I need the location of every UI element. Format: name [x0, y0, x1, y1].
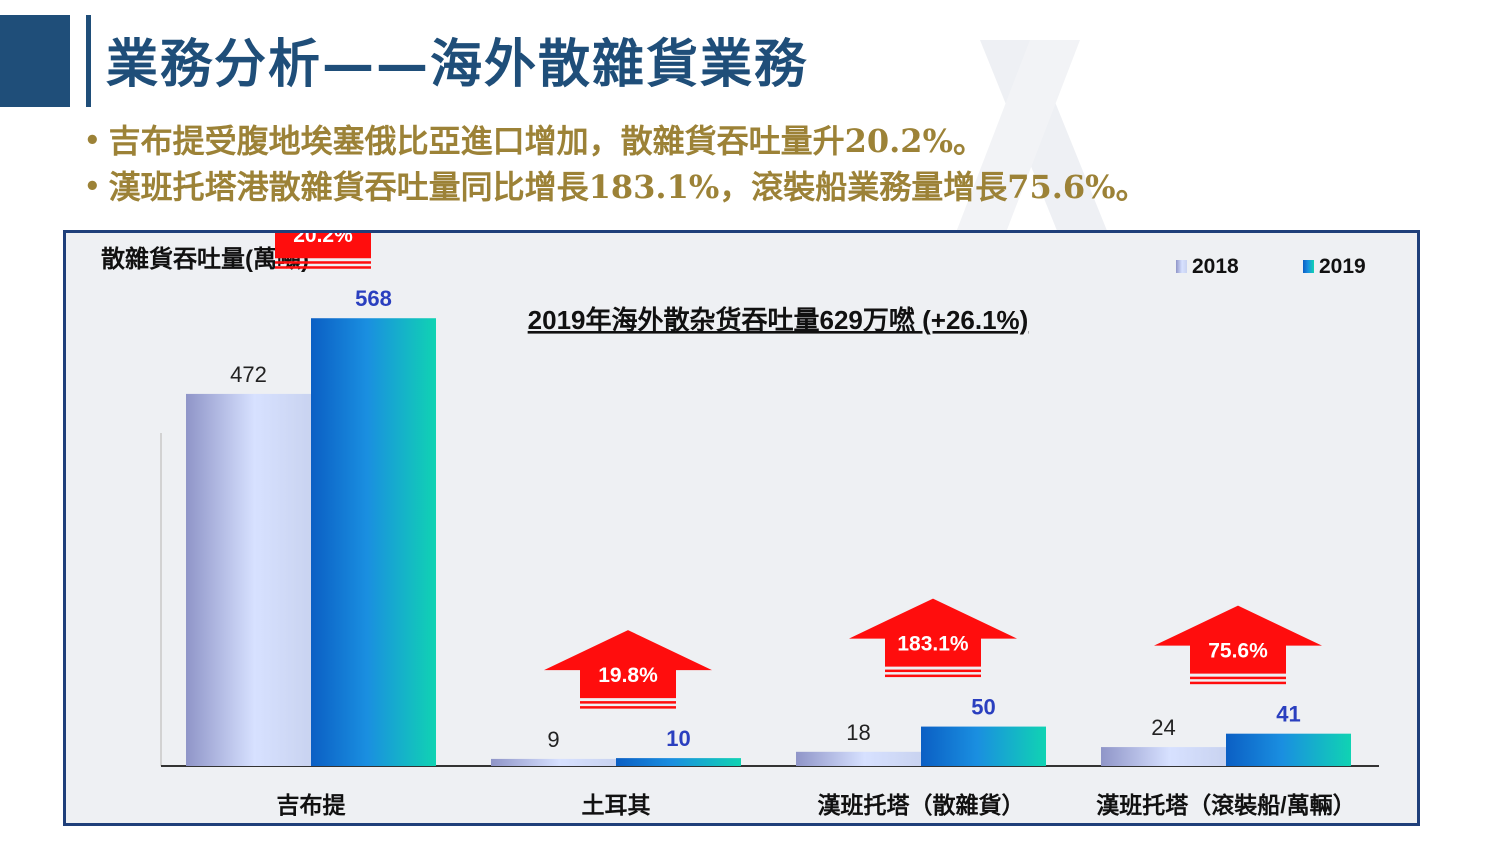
legend-label-2018: 2018	[1192, 255, 1239, 278]
bar-2018	[1101, 747, 1226, 766]
data-label-2019: 41	[1276, 702, 1300, 727]
bar-2018	[796, 751, 921, 766]
legend-swatch-2019	[1303, 260, 1314, 273]
category-label: 漢班托塔（滾裝船/萬輛）	[1096, 792, 1355, 818]
growth-arrow	[1154, 605, 1322, 685]
growth-label: 75.6%	[1208, 640, 1268, 663]
unit-label: 散雜貨吞吐量(萬噸)	[101, 245, 309, 273]
data-label-2018: 472	[230, 362, 267, 387]
growth-arrow	[275, 233, 371, 269]
category-label: 吉布提	[277, 792, 347, 818]
chart-panel: 散雜貨吞吐量(萬噸) 2019年海外散杂货吞吐量629万嘫 (+26.1%) 201…	[63, 230, 1420, 826]
title-accent-block	[0, 15, 70, 107]
data-label-2018: 18	[846, 720, 870, 745]
slide-title: 業務分析——海外散雜貨業務	[106, 34, 809, 95]
growth-arrow	[544, 630, 712, 709]
growth-label: 20.2%	[293, 233, 353, 247]
bullet-item: 漢班托塔港散雜貨吞吐量同比增長183.1%，滾裝船業務量增長75.6%。	[84, 164, 1148, 210]
chart-title: 2019年海外散杂货吞吐量629万嘫 (+26.1%)	[528, 305, 1029, 335]
growth-arrow	[849, 598, 1017, 678]
bar-2019	[1226, 733, 1351, 766]
data-label-2019: 50	[971, 695, 995, 720]
bar-2018	[491, 758, 616, 766]
legend-label-2019: 2019	[1319, 255, 1366, 278]
bar-2018	[186, 393, 311, 766]
bar-2019	[616, 758, 741, 766]
category-label: 漢班托塔（散雜貨）	[818, 792, 1025, 818]
data-label-2019: 10	[666, 726, 690, 751]
bar-2019	[311, 318, 436, 766]
legend-swatch-2018	[1176, 260, 1187, 273]
bar-chart: 散雜貨吞吐量(萬噸) 2019年海外散杂货吞吐量629万嘫 (+26.1%) 201…	[101, 233, 1379, 818]
data-label-2018: 9	[547, 727, 559, 752]
category-label: 土耳其	[582, 792, 651, 818]
data-label-2019: 568	[355, 286, 392, 311]
bar-2019	[921, 726, 1046, 766]
title-accent-line	[86, 15, 91, 107]
growth-label: 19.8%	[598, 664, 658, 687]
growth-label: 183.1%	[897, 633, 969, 656]
data-label-2018: 24	[1151, 715, 1175, 740]
bullet-item: 吉布提受腹地埃塞俄比亞進口增加，散雜貨吞吐量升20.2%。	[84, 118, 1148, 164]
bullet-list: 吉布提受腹地埃塞俄比亞進口增加，散雜貨吞吐量升20.2%。 漢班托塔港散雜貨吞吐…	[84, 118, 1148, 210]
